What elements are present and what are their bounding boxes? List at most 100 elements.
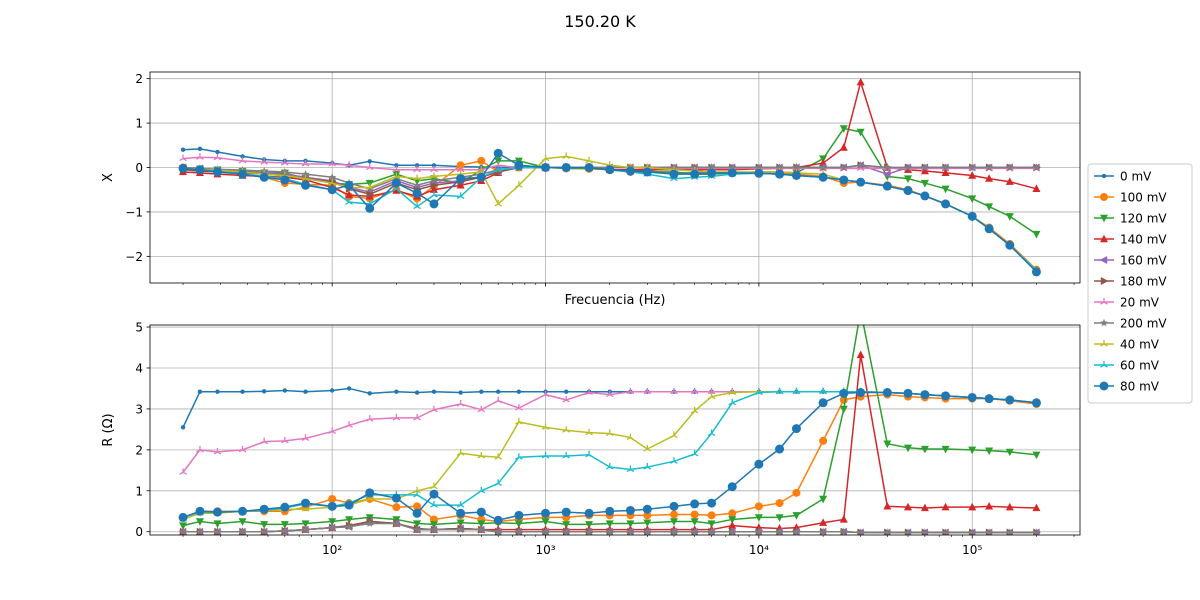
top-point-0-mv [215, 149, 220, 155]
top-point-200-mv [328, 173, 337, 181]
top-point-80-mv [941, 199, 951, 209]
bottom-point-20-mv [281, 436, 289, 444]
top-point-100-mv [477, 156, 486, 165]
bottom-point-40-mv [430, 482, 438, 490]
bottom-point-200-mv [985, 528, 994, 535]
bottom-point-200-mv [179, 527, 188, 535]
bottom-point-60-mv [413, 490, 421, 498]
bottom-point-40-mv [707, 392, 716, 400]
bottom-y-tick-label: 1 [135, 484, 143, 498]
legend-label: 40 mV [1120, 338, 1160, 352]
bottom-point-60-mv [562, 451, 571, 459]
bottom-point-80-mv [754, 459, 764, 469]
bottom-point-0-mv [564, 389, 569, 394]
bottom-point-20-mv [626, 387, 635, 395]
top-y-tick-label: 0 [135, 161, 143, 175]
bottom-point-200-mv [626, 527, 635, 535]
legend-label: 160 mV [1120, 254, 1167, 268]
top-point-80-mv [514, 160, 524, 170]
top-point-100-mv [456, 161, 465, 170]
top-point-120-mv [941, 185, 950, 194]
top-point-20-mv [430, 165, 438, 173]
bottom-point-120-mv [413, 520, 422, 528]
bottom-point-120-mv [541, 518, 550, 526]
top-point-200-mv [1032, 163, 1041, 171]
bottom-point-80-mv [839, 388, 849, 398]
bottom-point-40-mv [562, 426, 571, 433]
top-point-80-mv [839, 175, 849, 185]
bottom-plot: 5 4 3 2 1 0 10² 10³ 10⁴ 10⁵ R (Ω) [101, 321, 1081, 557]
bottom-point-0-mv [479, 389, 484, 394]
legend-entry-40-mv: 40 mV [1094, 338, 1160, 352]
top-point-80-mv [707, 168, 717, 178]
bottom-y-tick-label: 5 [135, 321, 143, 335]
top-point-200-mv [365, 184, 374, 193]
top-point-140-mv [920, 166, 929, 175]
top-point-80-mv [429, 199, 439, 209]
bottom-point-200-mv [494, 527, 503, 535]
top-point-120-mv [1032, 230, 1041, 239]
bottom-point-120-mv [328, 518, 337, 526]
top-point-200-mv [985, 163, 994, 171]
top-point-80-mv [754, 168, 764, 178]
legend-label: 100 mV [1120, 191, 1167, 205]
top-point-80-mv [238, 169, 248, 179]
bottom-point-20-mv [670, 387, 678, 395]
bottom-point-120-mv [920, 445, 929, 454]
bottom-point-120-mv [839, 405, 848, 414]
bottom-point-20-mv [562, 395, 571, 403]
bottom-point-0-mv [303, 389, 308, 394]
top-point-80-mv [690, 169, 700, 179]
bottom-point-200-mv [643, 527, 652, 535]
top-point-80-mv [493, 148, 503, 158]
bottom-point-120-mv [179, 522, 188, 530]
bottom-point-80-mv [605, 506, 615, 516]
bottom-point-80-mv [391, 493, 401, 503]
top-point-80-mv [195, 165, 205, 175]
bottom-point-80-mv [690, 499, 700, 509]
top-point-200-mv [968, 163, 977, 171]
legend-label: 80 mV [1120, 380, 1160, 394]
bottom-point-120-mv [280, 521, 289, 529]
legend-swatch-marker [1100, 361, 1108, 368]
bottom-point-120-mv [514, 520, 523, 528]
legend-swatch-marker [1099, 256, 1108, 264]
top-point-20-mv [456, 165, 465, 173]
bottom-point-100-mv [707, 511, 716, 520]
bottom-point-200-mv [429, 525, 438, 534]
top-y-tick-label: 2 [135, 72, 143, 86]
legend-entry-0-mv: 0 mV [1094, 170, 1152, 184]
bottom-point-20-mv [477, 405, 486, 413]
bottom-point-80-mv [493, 515, 503, 525]
figure-title: 150.20 K [564, 12, 636, 31]
top-point-200-mv [728, 163, 737, 171]
bottom-point-20-mv [392, 413, 401, 421]
bottom-point-80-mv [903, 388, 913, 398]
top-point-40-mv [585, 156, 593, 164]
bottom-series-200-mv [179, 519, 1041, 535]
bottom-point-20-mv [213, 447, 222, 455]
legend-entry-200-mv: 200 mV [1094, 317, 1167, 331]
legend-entry-160-mv: 160 mV [1094, 254, 1167, 268]
bottom-point-100-mv [819, 436, 828, 445]
bottom-point-20-mv [690, 387, 699, 395]
bottom-point-120-mv [707, 520, 716, 528]
bottom-point-100-mv [392, 503, 401, 512]
bottom-point-140-mv [856, 350, 865, 359]
top-point-180-mv [366, 190, 375, 199]
bottom-point-0-mv [414, 390, 420, 395]
legend-swatch-marker [1100, 234, 1108, 243]
bottom-point-80-mv [259, 504, 269, 514]
legend-swatch-marker [1100, 277, 1109, 285]
bottom-point-100-mv [643, 511, 652, 520]
legend-entry-100-mv: 100 mV [1094, 191, 1167, 205]
top-plot: 2 1 0 −1 −2 Frecuencia (Hz) X [101, 71, 1081, 308]
bottom-point-20-mv [345, 421, 353, 428]
bottom-point-140-mv [985, 501, 994, 510]
top-point-160-mv [882, 170, 891, 179]
top-point-60-mv [456, 192, 465, 199]
top-y-tick-label: 1 [135, 117, 143, 131]
bottom-point-200-mv [1005, 528, 1014, 535]
bottom-point-20-mv [365, 415, 374, 422]
